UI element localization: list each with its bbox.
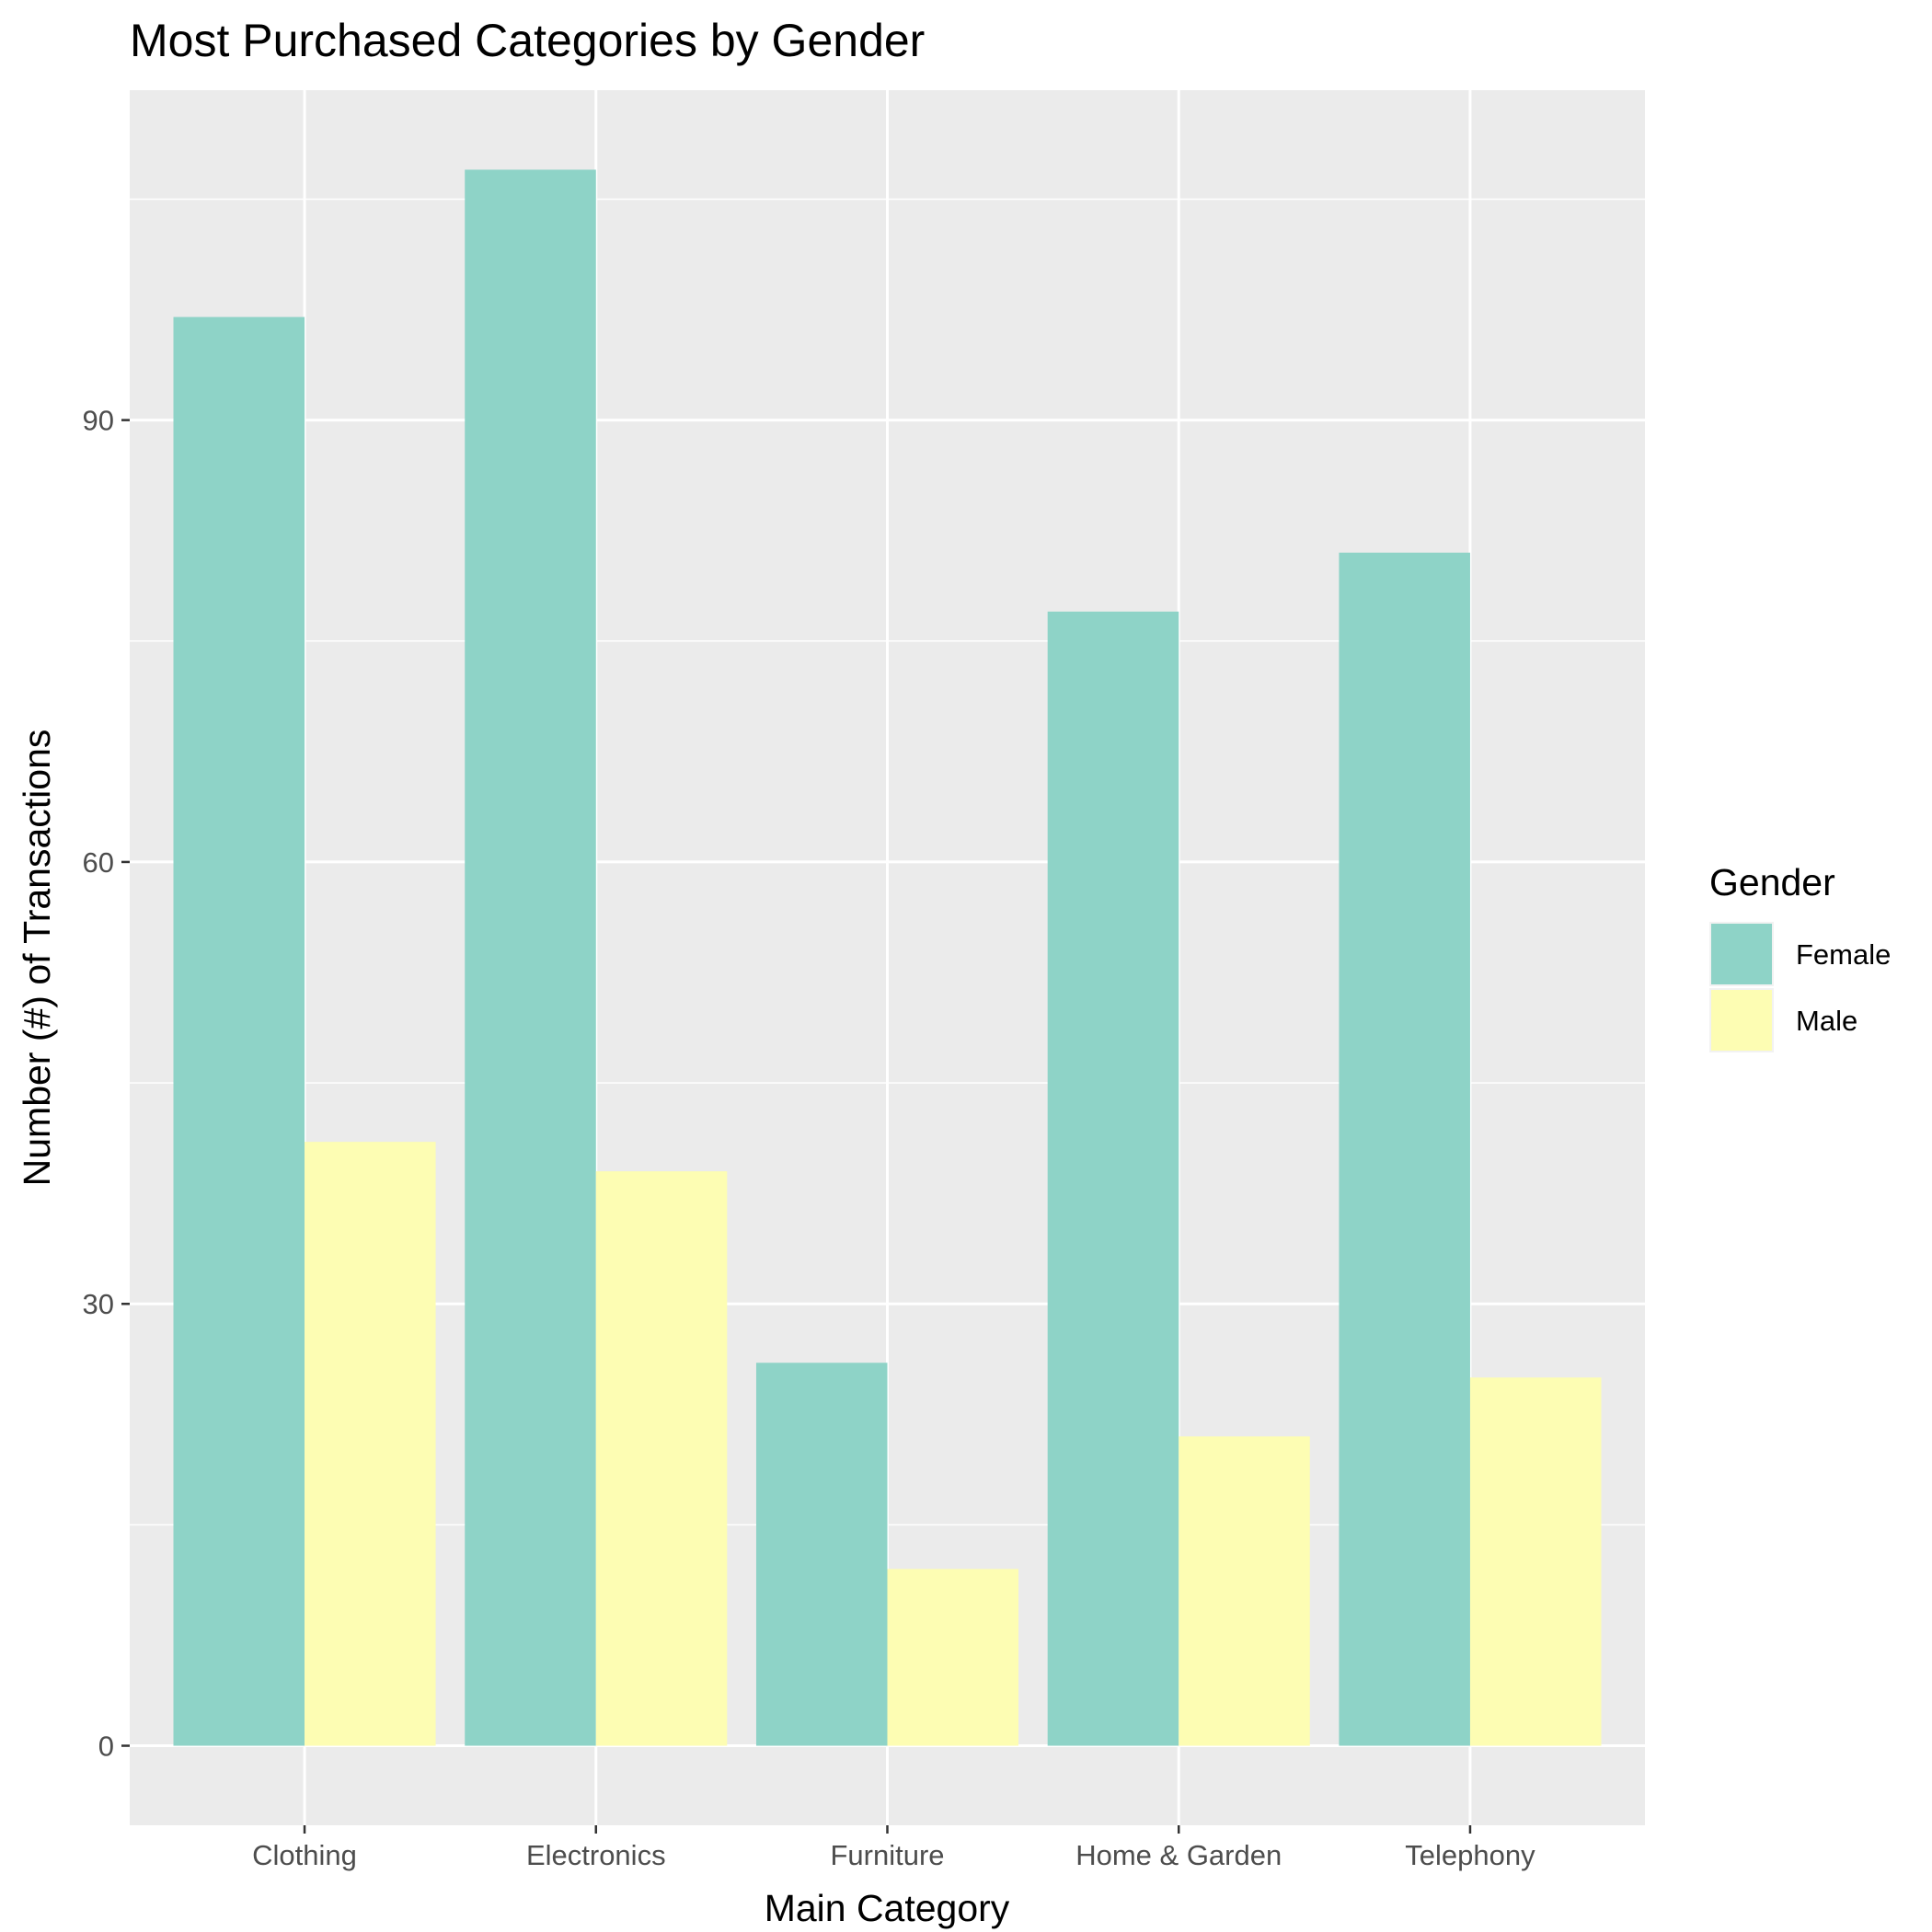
y-tick-label: 30 [83, 1288, 114, 1320]
bar-male-home-garden [1179, 1436, 1310, 1746]
bars [173, 169, 1602, 1746]
x-tick-label: Furniture [830, 1839, 944, 1871]
legend-label-male: Male [1796, 1005, 1857, 1037]
bar-female-electronics [465, 169, 596, 1746]
x-tick-label: Telephony [1405, 1839, 1535, 1871]
y-axis-title: Number (#) of Transactions [16, 730, 58, 1187]
x-axis-title: Main Category [765, 1887, 1010, 1929]
y-tick-label: 90 [83, 405, 114, 437]
bar-male-electronics [595, 1171, 728, 1746]
chart-title: Most Purchased Categories by Gender [130, 15, 925, 66]
bar-female-home-garden [1047, 611, 1179, 1746]
bar-female-clothing [173, 316, 305, 1746]
legend: Gender Female Male [1709, 861, 1891, 1052]
bar-female-furniture [755, 1363, 888, 1746]
legend-key-male [1711, 990, 1772, 1051]
bar-male-telephony [1469, 1377, 1602, 1746]
x-tick-label: Clothing [252, 1839, 357, 1871]
bar-male-furniture [887, 1569, 1019, 1746]
bar-male-clothing [305, 1142, 436, 1746]
x-tick-label: Electronics [526, 1839, 666, 1871]
y-tick-label: 60 [83, 846, 114, 879]
legend-title: Gender [1709, 861, 1835, 903]
legend-key-female [1711, 924, 1772, 984]
bar-female-telephony [1339, 552, 1470, 1746]
x-tick-label: Home & Garden [1075, 1839, 1282, 1871]
legend-label-female: Female [1796, 938, 1891, 971]
y-tick-label: 0 [98, 1731, 114, 1763]
axes: Clothing Electronics Furniture Home & Garde… [83, 405, 1536, 1871]
